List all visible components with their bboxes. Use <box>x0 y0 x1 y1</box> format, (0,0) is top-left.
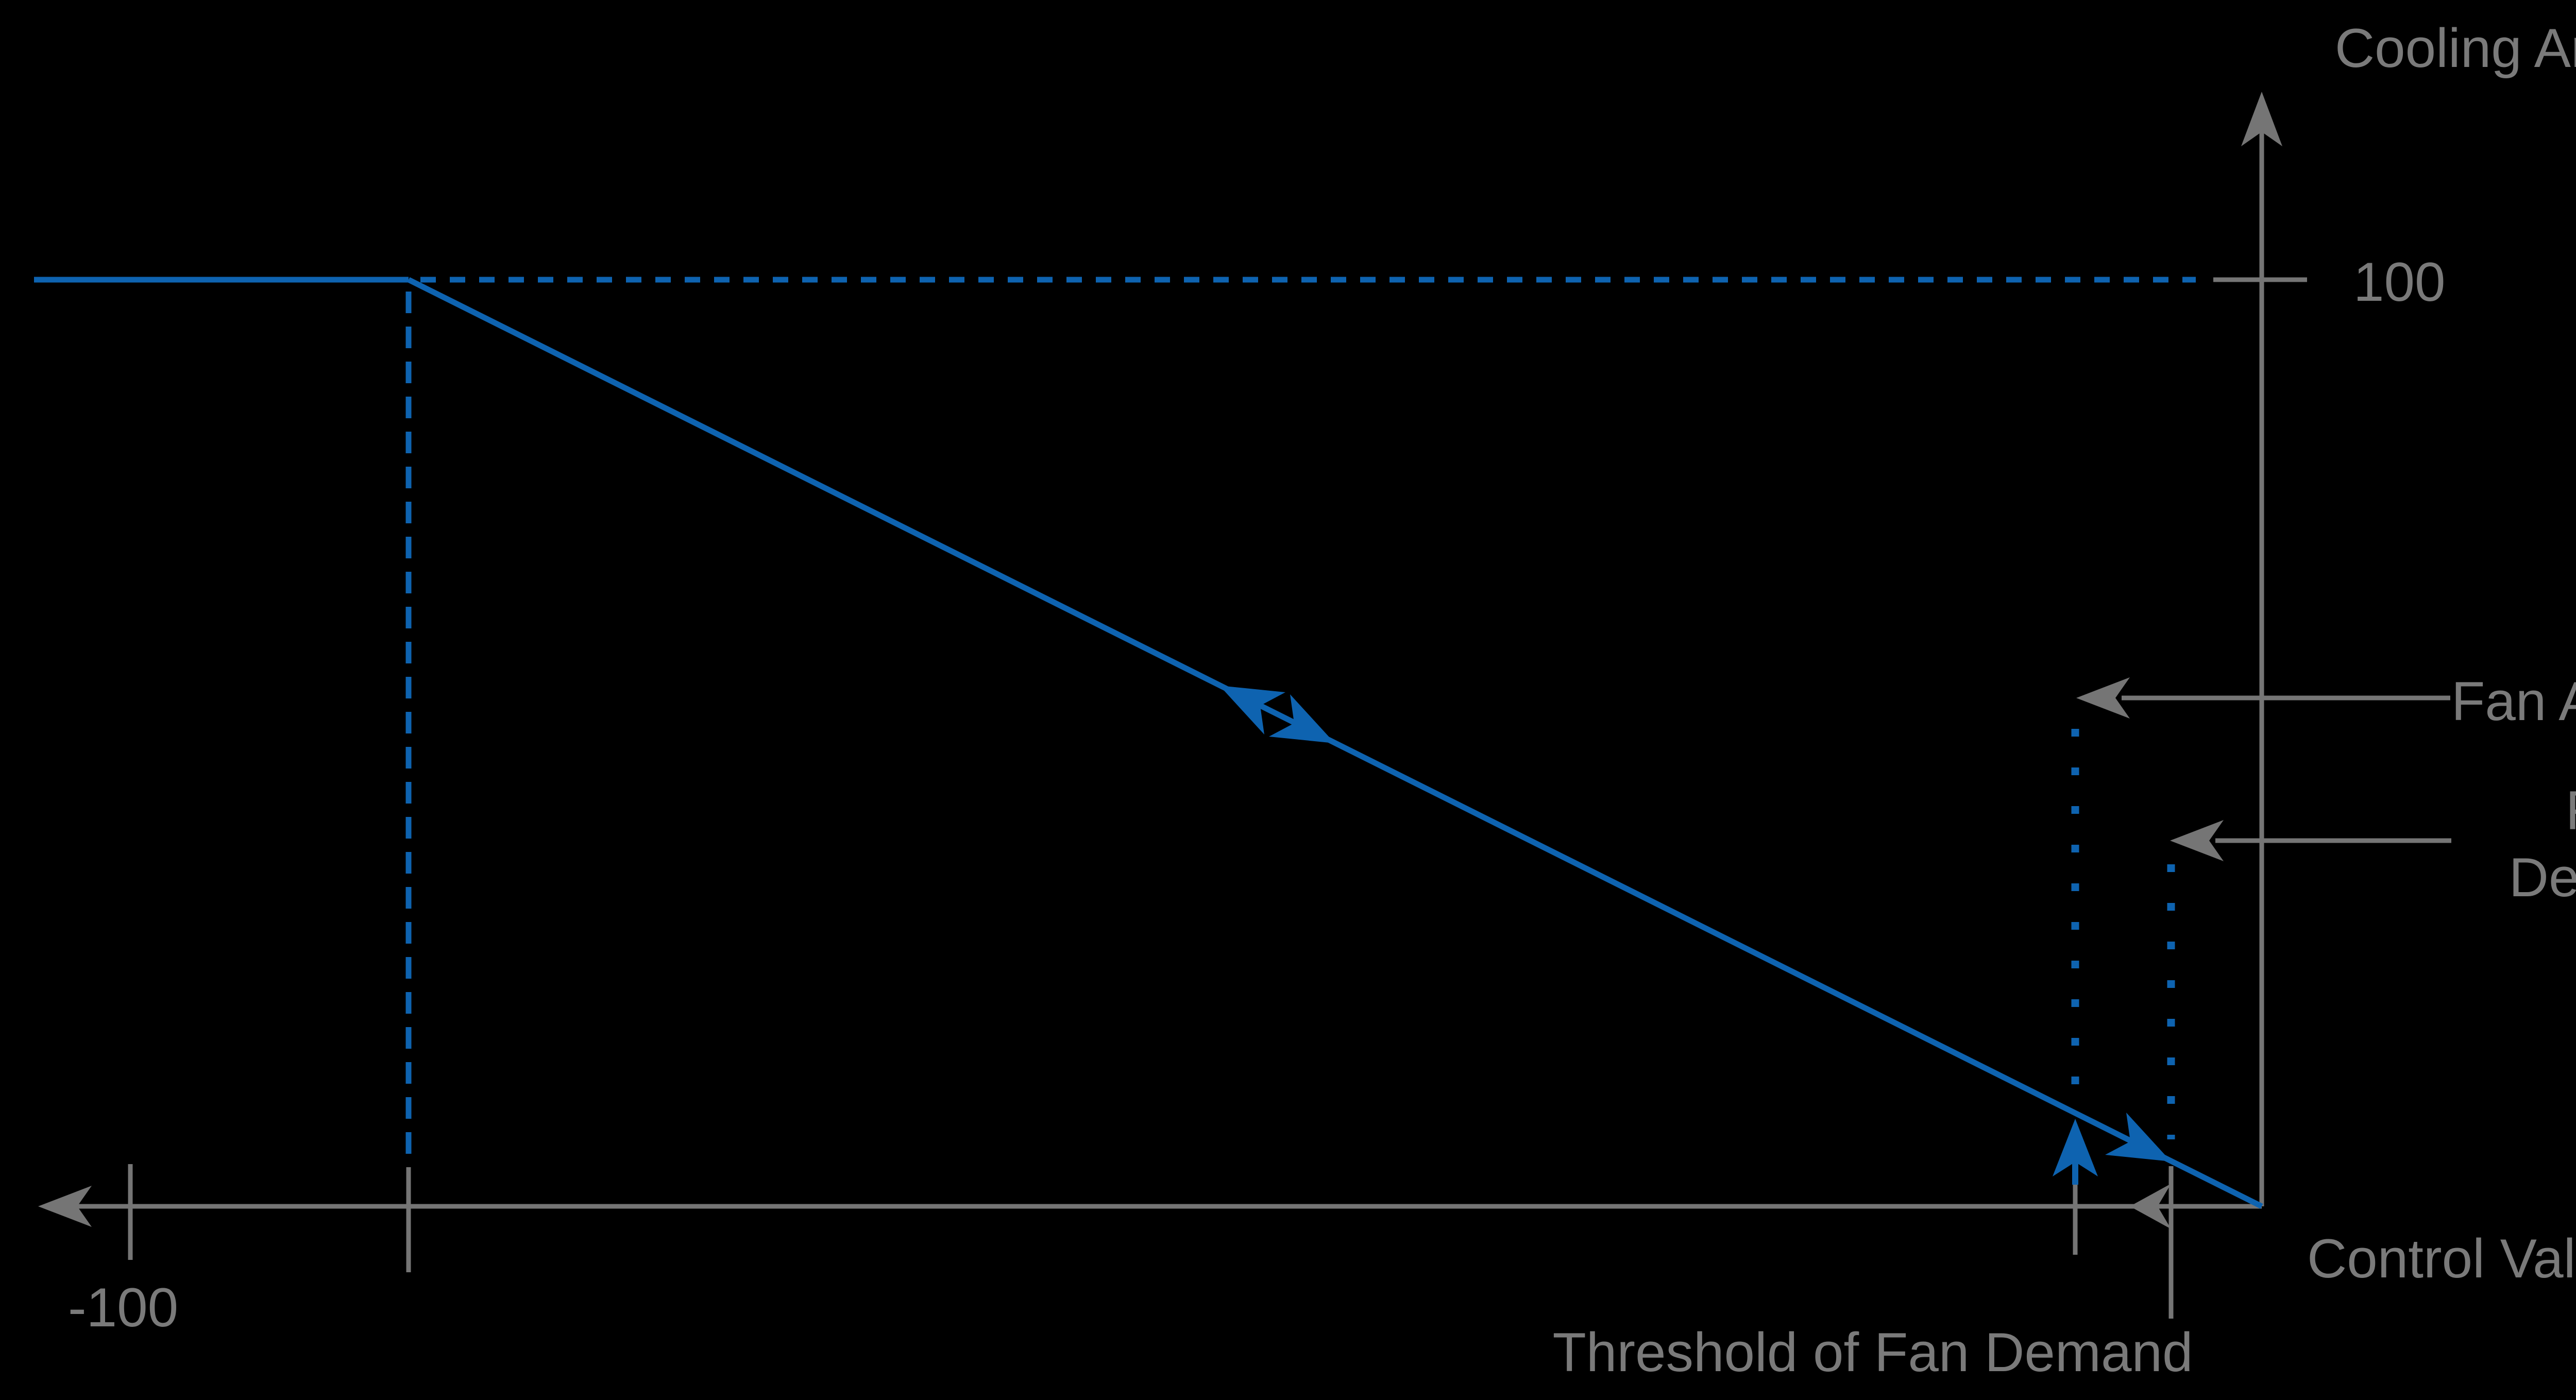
fan-demand-down-arrow-icon <box>2105 1113 2171 1162</box>
curve-slope-segment <box>407 277 2263 1209</box>
x-min-tick-label: -100 <box>68 1276 178 1338</box>
x-axis-title: Control Value [%] <box>2307 1227 2576 1289</box>
fan-active-pointer-arrow-icon <box>2076 677 2130 719</box>
slope-direction-up-arrow-icon <box>1219 686 1285 735</box>
fan-active-label: Fan Active <box>2451 670 2576 732</box>
fan-demand-pointer-arrow-icon <box>2170 820 2224 861</box>
slope-direction-down-arrow-icon <box>1269 694 1335 743</box>
x-axis-arrow-icon <box>38 1186 92 1227</box>
fan-demand-label-line2: Demand <box>2509 846 2576 908</box>
threshold-axis-arrow-icon <box>2130 1184 2171 1229</box>
y-axis-arrow-icon <box>2241 92 2282 146</box>
threshold-label: Threshold of Fan Demand <box>1552 1321 2193 1383</box>
fan-demand-label-line1: Fan <box>2566 779 2576 841</box>
y-max-tick-label: 100 <box>2353 251 2446 313</box>
fan-active-up-arrow-icon <box>2053 1119 2098 1176</box>
y-axis-title: Cooling Analog Output [%] <box>2335 17 2576 79</box>
